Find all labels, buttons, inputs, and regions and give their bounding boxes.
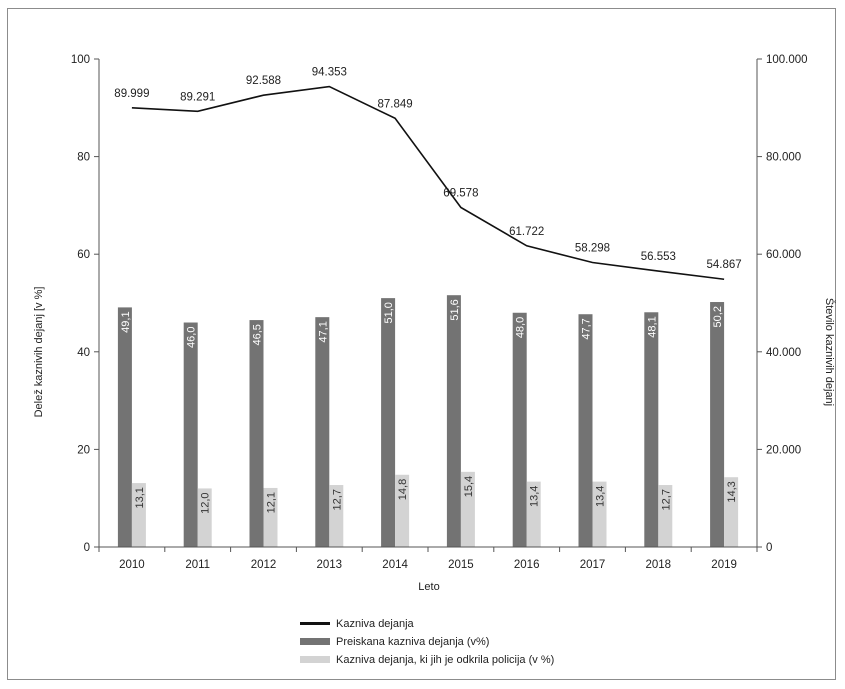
bar-label-police-detected: 12,0 — [200, 492, 212, 513]
bar-police-detected — [197, 488, 212, 547]
x-tick-label: 2013 — [317, 559, 343, 571]
y-tick-label-right: 60.000 — [766, 249, 801, 261]
y-tick-label-right: 40.000 — [766, 347, 801, 359]
bar-investigated — [249, 320, 264, 547]
bar-label-police-detected: 13,4 — [529, 486, 541, 507]
line-label-crimes: 94.353 — [312, 67, 347, 79]
legend: Kazniva dejanja Preiskana kazniva dejanj… — [300, 618, 554, 666]
bar-label-police-detected: 15,4 — [463, 476, 475, 497]
line-crimes — [131, 85, 725, 281]
line-label-crimes: 89.291 — [180, 91, 215, 103]
chart-frame — [7, 8, 836, 680]
legend-swatch-bar-light — [300, 656, 330, 663]
line-label-crimes: 54.867 — [707, 259, 742, 271]
bar-label-investigated: 47,1 — [317, 321, 329, 342]
line-label-crimes: 58.298 — [575, 243, 610, 255]
x-tick-label: 2012 — [251, 559, 277, 571]
bar-investigated — [381, 298, 396, 547]
bar-label-police-detected: 14,8 — [397, 479, 409, 500]
bar-police-detected — [329, 485, 344, 547]
bar-police-detected — [263, 487, 278, 547]
y-tick-label-right: 80.000 — [766, 152, 801, 164]
x-tick-label: 2017 — [580, 559, 606, 571]
bar-police-detected — [724, 477, 739, 547]
bar-label-investigated: 50,2 — [712, 306, 724, 327]
bar-label-investigated: 47,7 — [581, 318, 593, 339]
line-label-crimes: 92.588 — [246, 75, 281, 87]
y-tick-label-left: 40 — [77, 347, 90, 359]
bar-label-police-detected: 12,7 — [660, 489, 672, 510]
y-axis-title-right: Število kaznivih dejanj — [823, 298, 836, 406]
x-tick-label: 2010 — [119, 559, 145, 571]
x-tick-label: 2011 — [185, 559, 210, 571]
x-tick-label: 2014 — [382, 559, 408, 571]
bar-investigated — [117, 307, 132, 547]
line-label-crimes: 89.999 — [114, 88, 149, 100]
bar-label-investigated: 48,0 — [515, 317, 527, 338]
y-tick-label-left: 60 — [77, 249, 90, 261]
bar-investigated — [578, 314, 593, 547]
y-axis-title-left: Delež kaznivih dejanj [v %] — [33, 287, 45, 418]
line-label-crimes: 61.722 — [509, 226, 544, 238]
line-label-crimes: 69.578 — [443, 187, 478, 199]
x-axis-title: Leto — [418, 581, 439, 593]
x-tick-label: 2015 — [448, 559, 474, 571]
legend-label-bar-light: Kazniva dejanja, ki jih je odkrila polic… — [336, 654, 554, 666]
bar-investigated — [710, 302, 725, 547]
bar-police-detected — [658, 485, 673, 547]
x-tick-label: 2018 — [646, 559, 672, 571]
y-tick-label-left: 80 — [77, 152, 90, 164]
bar-label-investigated: 51,0 — [383, 302, 395, 323]
x-tick-label: 2019 — [711, 559, 737, 571]
bar-label-investigated: 46,5 — [252, 324, 264, 345]
bar-label-police-detected: 12,7 — [331, 489, 343, 510]
bar-label-investigated: 48,1 — [646, 316, 658, 337]
bar-investigated — [315, 317, 330, 547]
x-tick-label: 2016 — [514, 559, 540, 571]
bar-investigated — [512, 312, 527, 547]
bar-label-investigated: 46,0 — [186, 327, 198, 348]
y-tick-label-right: 100.000 — [766, 54, 808, 66]
bar-police-detected — [592, 481, 607, 547]
bar-label-police-detected: 13,4 — [595, 486, 607, 507]
bar-label-police-detected: 13,1 — [134, 487, 146, 508]
bar-investigated — [446, 295, 461, 547]
bar-label-police-detected: 14,3 — [726, 481, 738, 502]
legend-swatch-bar-dark — [300, 638, 330, 645]
bar-label-police-detected: 12,1 — [266, 492, 278, 513]
bar-police-detected — [395, 474, 410, 547]
y-tick-label-left: 20 — [77, 444, 90, 456]
legend-label-bar-dark: Preiskana kazniva dejanja (v%) — [336, 636, 489, 648]
bar-investigated — [644, 312, 659, 547]
y-tick-label-left: 100 — [71, 54, 90, 66]
y-tick-label-right: 0 — [766, 542, 772, 554]
bar-police-detected — [460, 471, 475, 547]
legend-swatch-line — [300, 622, 330, 625]
bar-investigated — [183, 322, 198, 547]
bar-police-detected — [131, 483, 146, 547]
line-label-crimes: 56.553 — [641, 251, 676, 263]
bar-label-investigated: 49,1 — [120, 311, 132, 332]
legend-label-line: Kazniva dejanja — [336, 618, 415, 630]
y-tick-label-right: 20.000 — [766, 444, 801, 456]
line-label-crimes: 87.849 — [378, 98, 413, 110]
y-tick-label-left: 0 — [84, 542, 90, 554]
bar-police-detected — [526, 481, 541, 547]
bar-label-investigated: 51,6 — [449, 299, 461, 320]
